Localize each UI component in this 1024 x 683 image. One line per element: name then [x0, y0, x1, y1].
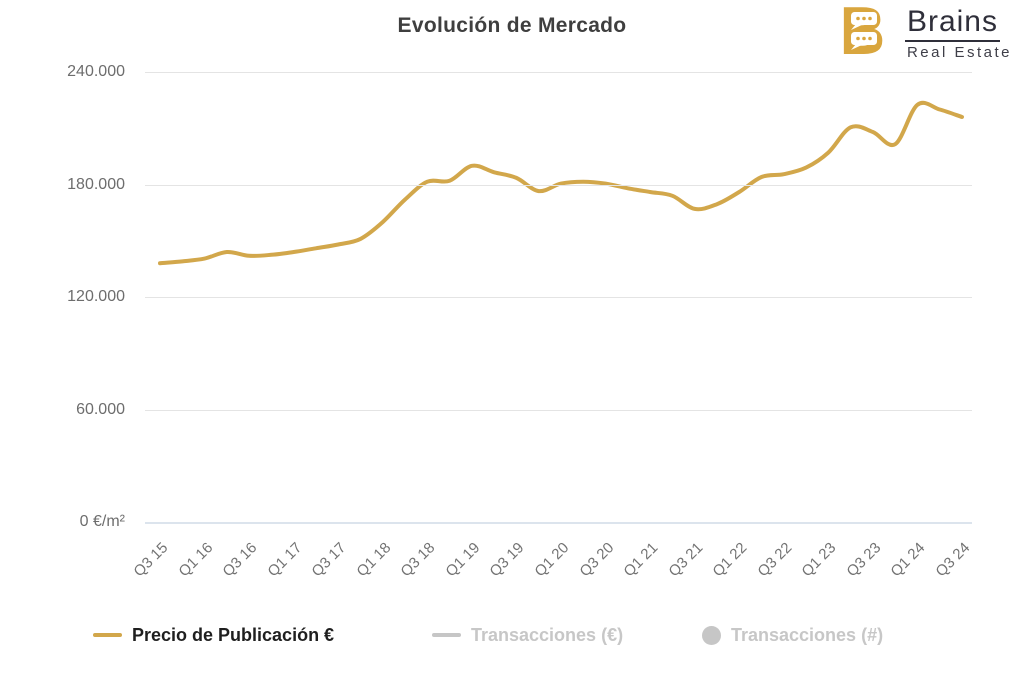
x-axis-label: Q3 19	[486, 539, 528, 581]
x-axis-label: Q1 23	[798, 539, 840, 581]
legend-circle-marker-icon	[702, 625, 721, 645]
x-axis-label: Q3 16	[219, 539, 261, 581]
x-axis-label: Q1 24	[887, 539, 929, 581]
y-axis-label: 0 €/m²	[79, 513, 125, 530]
x-axis-line	[145, 522, 972, 524]
y-axis-label: 240.000	[67, 63, 125, 80]
gridline	[145, 297, 972, 298]
gridline	[145, 184, 972, 186]
page-title: Evolución de Mercado	[397, 14, 627, 37]
legend-label: Precio de Publicación €	[132, 624, 335, 645]
brains-logo: B Brains Real Estate	[838, 5, 1012, 61]
logo-text: Brains Real Estate	[904, 5, 1012, 61]
gridline	[145, 409, 972, 411]
y-axis-label: 180.000	[67, 175, 125, 193]
legend-item-transacciones-num[interactable]: Transacciones (#)	[702, 619, 883, 651]
legend-item-precio-publicacion[interactable]: Precio de Publicación €	[93, 619, 334, 651]
legend: Precio de Publicación € Transacciones (€…	[0, 619, 1024, 651]
x-axis-label: Q1 21	[620, 539, 662, 581]
logo-brand: Brains	[904, 5, 1000, 42]
legend-line-marker-icon	[432, 633, 461, 637]
logo-tagline: Real Estate	[906, 44, 1012, 61]
y-axis-label: 60.000	[76, 400, 125, 418]
price-line-path	[158, 100, 964, 266]
x-axis-label: Q3 18	[397, 539, 439, 581]
x-axis-label: Q3 15	[130, 539, 172, 581]
x-axis-label: Q1 22	[709, 539, 751, 581]
legend-label: Transacciones (#)	[731, 624, 884, 645]
x-axis-label: Q1 20	[531, 539, 573, 581]
legend-label: Transacciones (€)	[471, 624, 624, 645]
x-axis-label: Q3 17	[308, 539, 350, 581]
x-axis-label: Q3 24	[932, 539, 974, 581]
legend-line-marker-icon	[93, 633, 122, 637]
y-axis-label: 120.000	[67, 288, 125, 305]
speech-bubbles-b-icon: B	[838, 5, 887, 57]
gridline	[145, 72, 972, 73]
legend-item-transacciones-eur[interactable]: Transacciones (€)	[432, 619, 623, 651]
